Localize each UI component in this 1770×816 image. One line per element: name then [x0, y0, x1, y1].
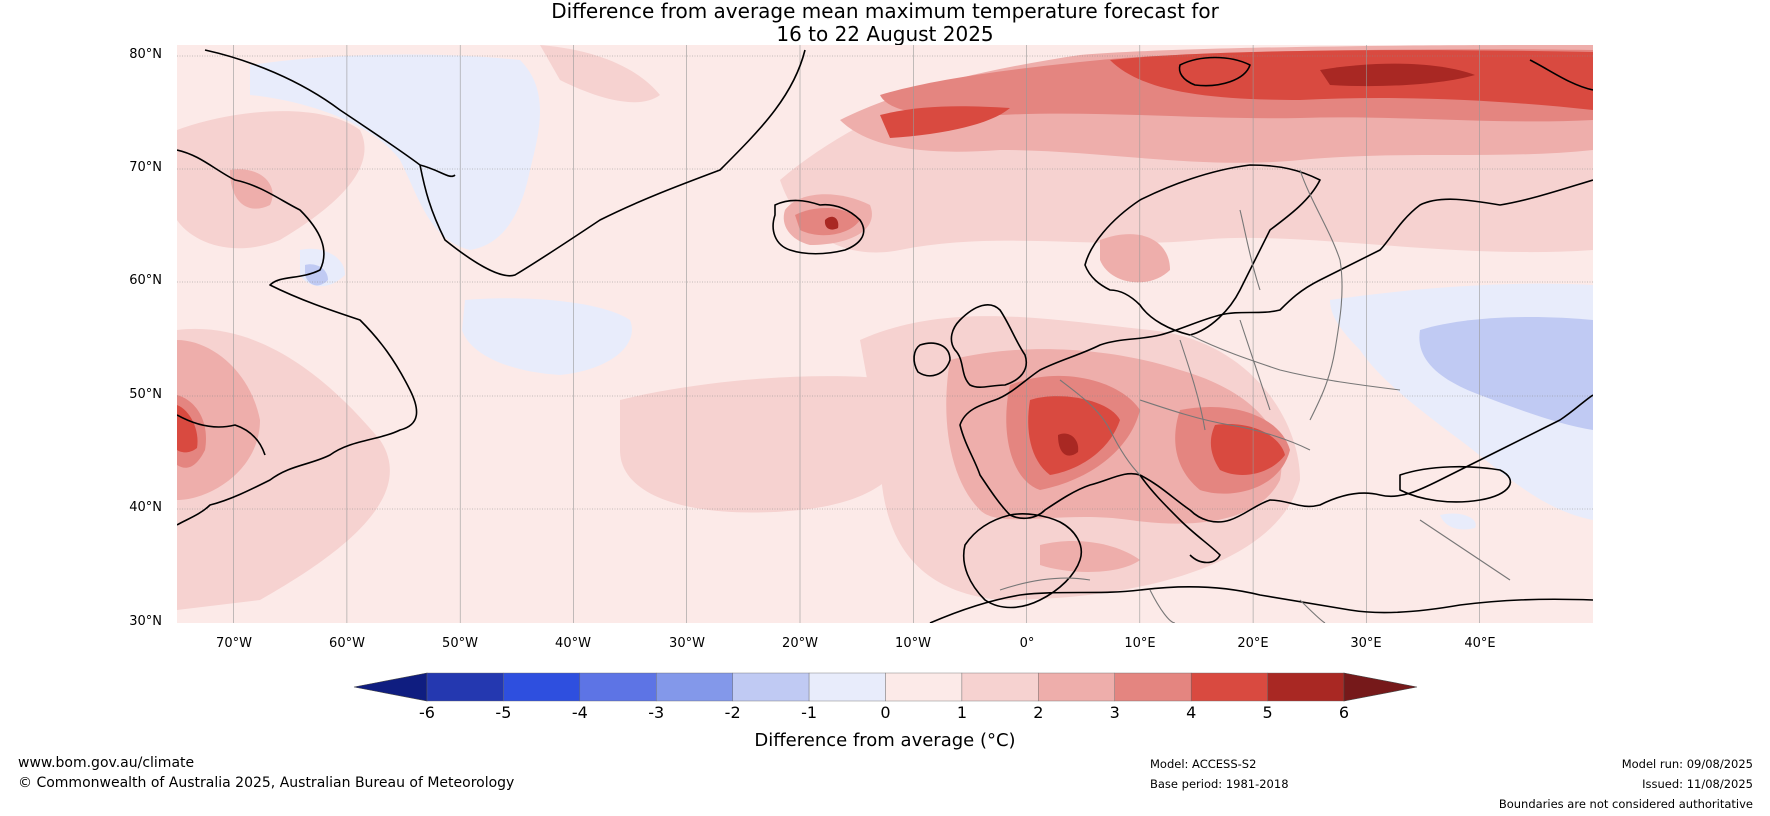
- copyright-text: © Commonwealth of Australia 2025, Austra…: [18, 775, 515, 791]
- colorbar-tick-label: 1: [956, 703, 967, 722]
- lat-label-30n: 30°N: [129, 614, 162, 629]
- base-period-text: Base period: 1981-2018: [1150, 777, 1289, 791]
- lon-label-70w: 70°W: [216, 636, 252, 651]
- colorbar-bin: [961, 672, 1039, 702]
- colorbar-bin: [885, 672, 963, 702]
- lon-label-30e: 30°E: [1350, 636, 1382, 651]
- colorbar-bin: [426, 672, 504, 702]
- title-line-1: Difference from average mean maximum tem…: [551, 0, 1219, 23]
- lon-label-60w: 60°W: [329, 636, 365, 651]
- anomaly-field: [177, 45, 1593, 623]
- lon-label-50w: 50°W: [442, 636, 478, 651]
- graticule: [177, 55, 1593, 510]
- lon-label-40e: 40°E: [1464, 636, 1496, 651]
- lon-label-40w: 40°W: [555, 636, 591, 651]
- website-text: www.bom.gov.au/climate: [18, 755, 195, 771]
- lon-label-10w: 10°W: [895, 636, 931, 651]
- lon-label-20e: 20°E: [1237, 636, 1269, 651]
- model-run-text: Model run: 09/08/2025: [1621, 757, 1753, 771]
- lat-label-70n: 70°N: [129, 160, 162, 175]
- colorbar-bin: [1038, 672, 1115, 702]
- meridians: [233, 45, 1480, 623]
- colorbar: [353, 672, 1418, 702]
- model-text: Model: ACCESS-S2: [1150, 757, 1257, 771]
- lat-label-60n: 60°N: [129, 273, 162, 288]
- colorbar-tick-label: 2: [1033, 703, 1044, 722]
- coastlines: [177, 49, 1593, 623]
- colorbar-tick-label: 5: [1262, 703, 1273, 722]
- colorbar-tick-label: -6: [419, 703, 435, 722]
- issued-text: Issued: 11/08/2025: [1642, 777, 1753, 791]
- lat-label-50n: 50°N: [129, 387, 162, 402]
- colorbar-extend-min: [353, 672, 428, 702]
- title-line-2: 16 to 22 August 2025: [776, 22, 994, 46]
- colorbar-tick-label: 0: [880, 703, 891, 722]
- colorbar-extend-max: [1343, 672, 1418, 702]
- colorbar-bin: [503, 672, 581, 702]
- lon-label-10e: 10°E: [1124, 636, 1156, 651]
- colorbar-bin: [579, 672, 657, 702]
- colorbar-bin: [1114, 672, 1192, 702]
- colorbar-tick-label: -1: [801, 703, 818, 722]
- lon-label-30w: 30°W: [669, 636, 705, 651]
- disclaimer-text: Boundaries are not considered authoritat…: [1498, 797, 1753, 811]
- lon-label-0: 0°: [1019, 636, 1035, 651]
- colorbar-bin: [732, 672, 810, 702]
- colorbar-bin: [1190, 672, 1268, 702]
- colorbar-tick-label: -5: [495, 703, 512, 722]
- lat-label-80n: 80°N: [129, 47, 162, 62]
- colorbar-tick-label: 3: [1109, 703, 1120, 722]
- colorbar-tick-label: -4: [571, 703, 588, 722]
- colorbar-tick-label: -2: [724, 703, 741, 722]
- map-title: Difference from average mean maximum tem…: [0, 0, 1770, 46]
- colorbar-bin: [656, 672, 733, 702]
- lon-label-20w: 20°W: [782, 636, 818, 651]
- colorbar-tick-label: 4: [1186, 703, 1197, 722]
- colorbar-bin: [1267, 672, 1345, 702]
- colorbar-tick-label: -3: [648, 703, 665, 722]
- colorbar-label: Difference from average (°C): [754, 730, 1016, 751]
- colorbar-tick-label: 6: [1338, 703, 1350, 722]
- lat-label-40n: 40°N: [129, 500, 162, 515]
- colorbar-bin: [808, 672, 886, 702]
- country-borders: [999, 169, 1511, 623]
